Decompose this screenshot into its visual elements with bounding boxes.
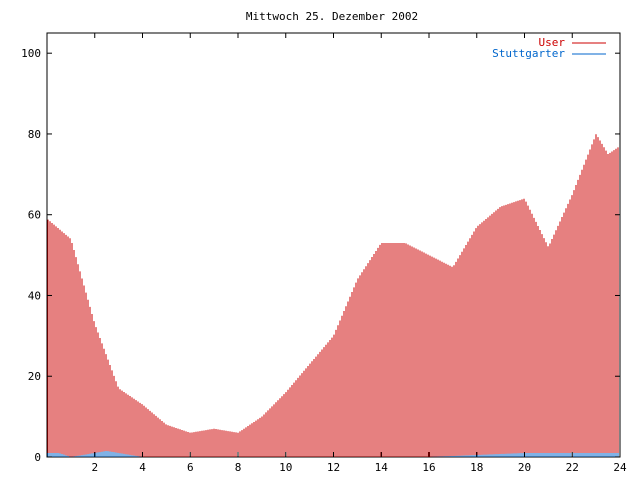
legend-label-user: User (539, 36, 566, 49)
x-tick-label: 2 (91, 461, 98, 474)
stuttgarter-series (47, 451, 619, 457)
y-tick-label: 60 (28, 209, 41, 222)
legend: User Stuttgarter (492, 36, 606, 60)
y-tick-label: 0 (34, 451, 41, 464)
x-tick-label: 8 (235, 461, 242, 474)
y-tick-label: 100 (21, 47, 41, 60)
x-tick-label: 18 (470, 461, 483, 474)
y-tick-label: 40 (28, 289, 41, 302)
x-tick-label: 16 (422, 461, 435, 474)
x-tick-label: 14 (375, 461, 389, 474)
chart-title: Mittwoch 25. Dezember 2002 (246, 10, 418, 23)
y-tick-label: 80 (28, 128, 41, 141)
user-series (47, 134, 619, 457)
x-tick-label: 4 (139, 461, 146, 474)
x-tick-label: 10 (279, 461, 292, 474)
x-axis: 2 4 6 8 10 12 14 16 18 20 22 24 (91, 33, 627, 474)
x-tick-label: 22 (566, 461, 579, 474)
y-axis: 0 20 40 60 80 100 (21, 47, 620, 464)
x-tick-label: 20 (518, 461, 531, 474)
x-tick-label: 24 (613, 461, 627, 474)
x-tick-label: 6 (187, 461, 194, 474)
legend-label-stuttgarter: Stuttgarter (492, 47, 565, 60)
y-tick-label: 20 (28, 370, 41, 383)
x-tick-label: 12 (327, 461, 340, 474)
